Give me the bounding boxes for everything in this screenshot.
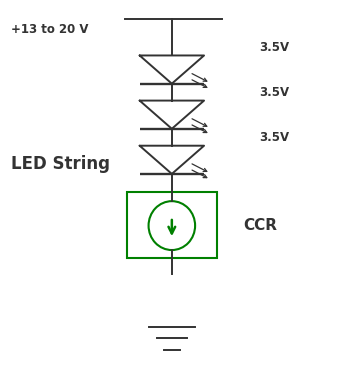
- Text: 3.5V: 3.5V: [260, 41, 290, 54]
- Text: CCR: CCR: [243, 218, 277, 233]
- Text: +13 to 20 V: +13 to 20 V: [11, 23, 88, 36]
- Bar: [127, 192, 217, 258]
- Text: 3.5V: 3.5V: [260, 131, 290, 144]
- Text: LED String: LED String: [11, 155, 110, 173]
- Text: 3.5V: 3.5V: [260, 86, 290, 99]
